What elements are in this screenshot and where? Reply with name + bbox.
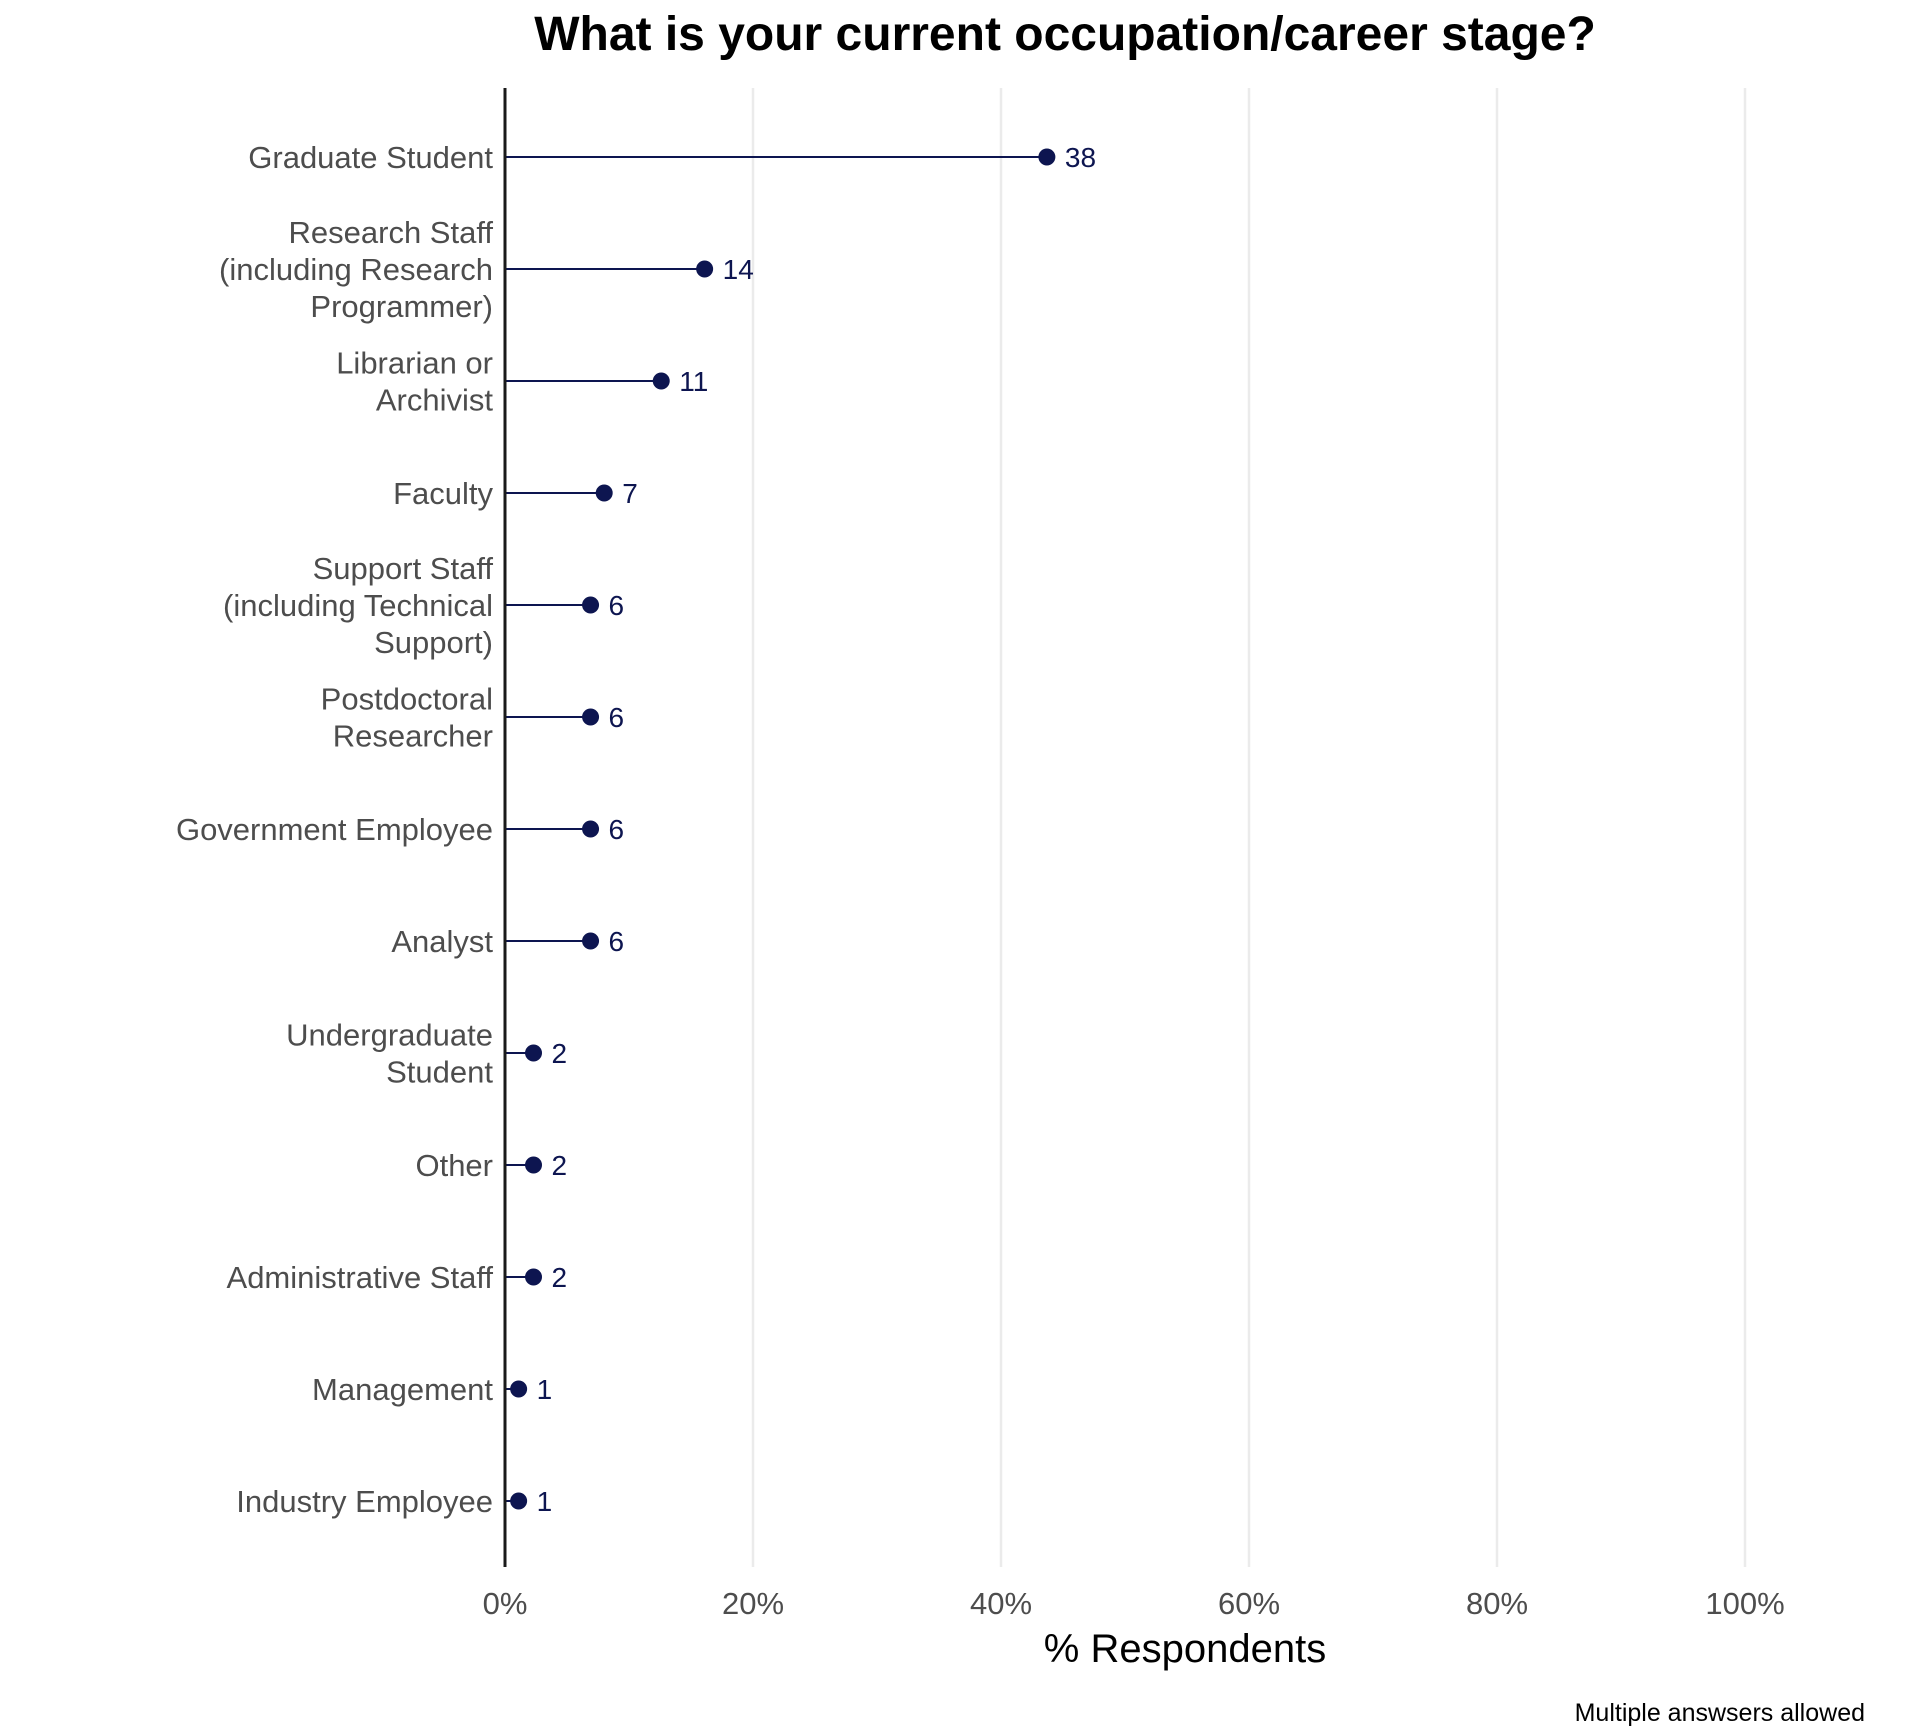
x-tick-label: 60% <box>1218 1586 1280 1621</box>
data-label: 38 <box>1065 142 1096 173</box>
category-label-line: Support) <box>374 625 493 660</box>
category-label: Postdoctoral Researcher <box>321 682 493 754</box>
category-label: Analyst <box>391 924 493 959</box>
data-label: 6 <box>609 814 625 845</box>
category-label-line: Postdoctoral <box>321 682 493 717</box>
x-axis-ticks: 0% 20% 40% 60% 80% 100% <box>483 1586 1785 1621</box>
category-label-line: Programmer) <box>310 289 493 324</box>
category-label: Management <box>312 1372 493 1407</box>
chart-title: What is your current occupation/career s… <box>534 8 1596 61</box>
lollipop-point <box>582 932 600 950</box>
data-label: 1 <box>537 1486 553 1517</box>
category-label-line: Researcher <box>333 719 493 754</box>
lollipop-point <box>652 372 670 390</box>
category-label-line: Student <box>386 1055 493 1090</box>
category-label-line: Graduate Student <box>248 140 493 175</box>
category-label: Undergraduate Student <box>286 1018 493 1090</box>
category-label-line: Librarian or <box>336 346 493 381</box>
data-label: 2 <box>552 1038 568 1069</box>
data-label: 14 <box>723 254 754 285</box>
lollipop-point <box>582 596 600 614</box>
lollipop-point <box>595 484 613 502</box>
category-label: Research Staff (including Research Program… <box>219 215 493 324</box>
data-label: 6 <box>609 702 625 733</box>
category-label-line: Archivist <box>376 383 494 418</box>
category-label-line: Support Staff <box>313 551 494 586</box>
data-label: 2 <box>552 1262 568 1293</box>
lollipop-point <box>582 820 600 838</box>
category-label: Graduate Student <box>248 140 493 175</box>
lollipop-point <box>525 1268 543 1286</box>
data-label: 6 <box>609 590 625 621</box>
data-label: 1 <box>537 1374 553 1405</box>
category-label-line: Government Employee <box>176 812 493 847</box>
category-label: Librarian or Archivist <box>336 346 493 418</box>
category-label: Government Employee <box>176 812 493 847</box>
x-tick-label: 20% <box>722 1586 784 1621</box>
x-tick-label: 80% <box>1466 1586 1528 1621</box>
lollipop-point <box>510 1380 528 1398</box>
data-label: 11 <box>679 366 708 397</box>
category-label: Other <box>415 1148 493 1183</box>
lollipop-point <box>525 1044 543 1062</box>
category-label-line: Analyst <box>391 924 493 959</box>
category-label-line: Research Staff <box>289 215 494 250</box>
data-label: 2 <box>552 1150 568 1181</box>
lollipop-point <box>582 708 600 726</box>
category-label-line: Industry Employee <box>236 1484 493 1519</box>
category-label-line: Management <box>312 1372 493 1407</box>
category-label-line: (including Technical <box>223 588 493 623</box>
x-axis-title: % Respondents <box>1044 1627 1326 1671</box>
category-label-line: Undergraduate <box>286 1018 493 1053</box>
lollipop-point <box>696 260 714 278</box>
category-label: Industry Employee <box>236 1484 493 1519</box>
category-label: Administrative Staff <box>227 1260 494 1295</box>
chart-caption: Multiple answsers allowed <box>1575 1699 1865 1727</box>
category-label-line: Other <box>415 1148 493 1183</box>
x-tick-label: 100% <box>1705 1586 1784 1621</box>
lollipop-point <box>525 1156 543 1174</box>
category-label: Faculty <box>393 476 493 511</box>
lollipop-point <box>510 1492 528 1510</box>
x-tick-label: 0% <box>483 1586 528 1621</box>
data-label: 7 <box>622 478 638 509</box>
x-tick-label: 40% <box>970 1586 1032 1621</box>
data-label: 6 <box>609 926 625 957</box>
category-label: Support Staff (including Technical Support… <box>223 551 493 660</box>
grid-lines <box>751 88 1747 1567</box>
category-label-line: Faculty <box>393 476 493 511</box>
lollipop-point <box>1038 148 1056 166</box>
category-label-line: Administrative Staff <box>227 1260 494 1295</box>
category-label-line: (including Research <box>219 252 493 287</box>
